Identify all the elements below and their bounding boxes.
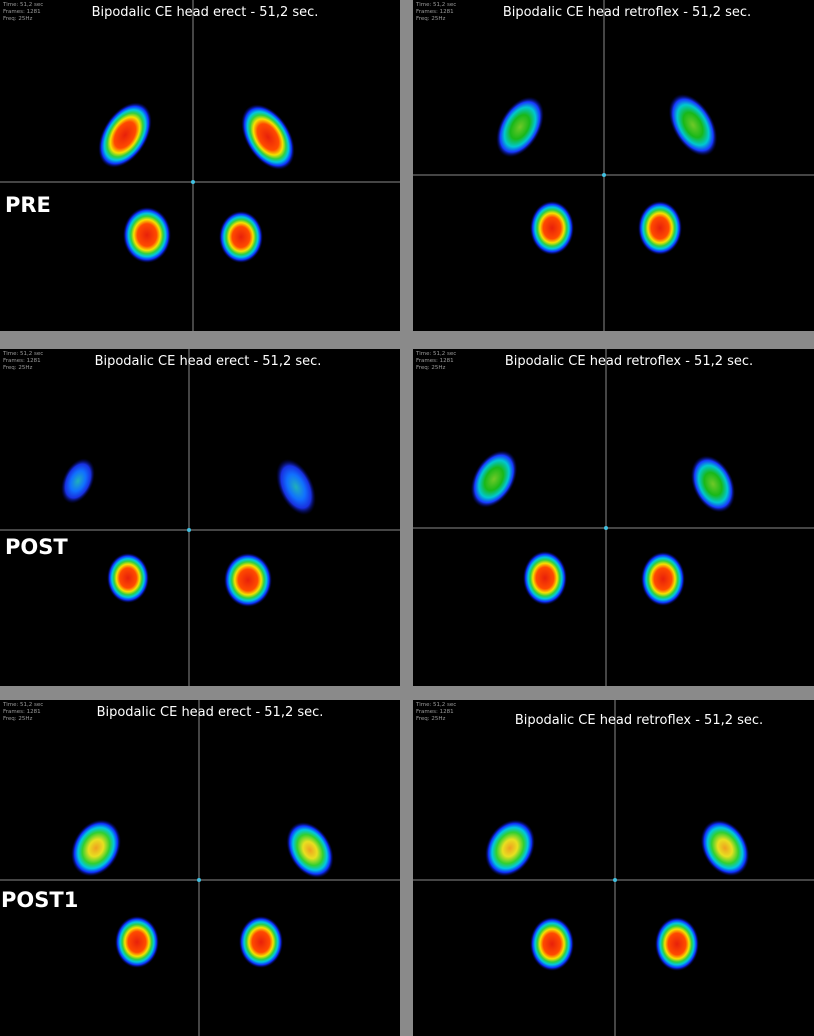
panel-background (0, 700, 400, 1036)
pressure-blob (98, 102, 152, 168)
panel-meta: Freq: 25Hz (416, 16, 446, 22)
panel-meta: Time: 51,2 sec (415, 351, 456, 357)
pressure-blob (700, 819, 750, 877)
row-label: POST (5, 535, 68, 559)
crosshair-center (191, 180, 195, 184)
pressure-blob (219, 211, 263, 263)
crosshair-center (613, 878, 617, 882)
panel-title: Bipodalic CE head erect - 51,2 sec. (95, 354, 322, 369)
pressure-blob (241, 104, 295, 170)
pressure-blob (115, 916, 159, 968)
pressure-blob (286, 821, 334, 879)
pressure-blob (224, 553, 272, 607)
pressure-blob (638, 201, 682, 255)
panel-meta: Frames: 1281 (416, 709, 454, 715)
panel-title: Bipodalic CE head retroflex - 51,2 sec. (503, 5, 751, 20)
panel-meta: Frames: 1281 (3, 358, 41, 364)
crosshair-center (604, 526, 608, 530)
panel-background (0, 349, 400, 686)
panel-background (413, 0, 814, 331)
panel-background (413, 349, 814, 686)
row-label: PRE (5, 193, 51, 217)
pressure-blob (690, 455, 736, 513)
panel-meta: Frames: 1281 (3, 9, 41, 15)
panel-title: Bipodalic CE head erect - 51,2 sec. (97, 705, 324, 720)
panel-meta: Frames: 1281 (416, 358, 454, 364)
pressure-blob (530, 201, 574, 255)
panel-meta: Time: 51,2 sec (415, 702, 456, 708)
panel-meta: Time: 51,2 sec (2, 2, 43, 8)
panel-title: Bipodalic CE head erect - 51,2 sec. (92, 5, 319, 20)
panel-meta: Time: 51,2 sec (2, 351, 43, 357)
panel-meta: Freq: 25Hz (3, 16, 33, 22)
panel-meta: Freq: 25Hz (416, 365, 446, 371)
panel-title: Bipodalic CE head retroflex - 51,2 sec. (515, 713, 763, 728)
panel-meta: Frames: 1281 (3, 709, 41, 715)
pressure-blob (530, 917, 574, 971)
pressure-blob (276, 458, 316, 516)
pressure-blob (71, 819, 121, 877)
panel-meta: Freq: 25Hz (416, 716, 446, 722)
row-label: POST1 (1, 888, 78, 912)
pressure-blob (485, 819, 535, 877)
crosshair-center (197, 878, 201, 882)
pressure-blob (668, 93, 718, 157)
panel-meta: Freq: 25Hz (3, 365, 33, 371)
pressure-blob (61, 458, 95, 504)
pressure-blob (496, 96, 544, 158)
pressure-blob (523, 551, 567, 605)
panel-background (413, 700, 814, 1036)
panel-meta: Time: 51,2 sec (2, 702, 43, 708)
pressure-blob (239, 916, 283, 968)
panel-meta: Time: 51,2 sec (415, 2, 456, 8)
pressure-blob (123, 207, 171, 263)
crosshair-center (187, 528, 191, 532)
panel-meta: Frames: 1281 (416, 9, 454, 15)
pressure-blob (470, 450, 518, 508)
pressure-blob (107, 553, 149, 603)
pressure-blob (655, 917, 699, 971)
panel-meta: Freq: 25Hz (3, 716, 33, 722)
panel-title: Bipodalic CE head retroflex - 51,2 sec. (505, 354, 753, 369)
pressure-blob (641, 552, 685, 606)
crosshair-center (602, 173, 606, 177)
panel-background (0, 0, 400, 331)
